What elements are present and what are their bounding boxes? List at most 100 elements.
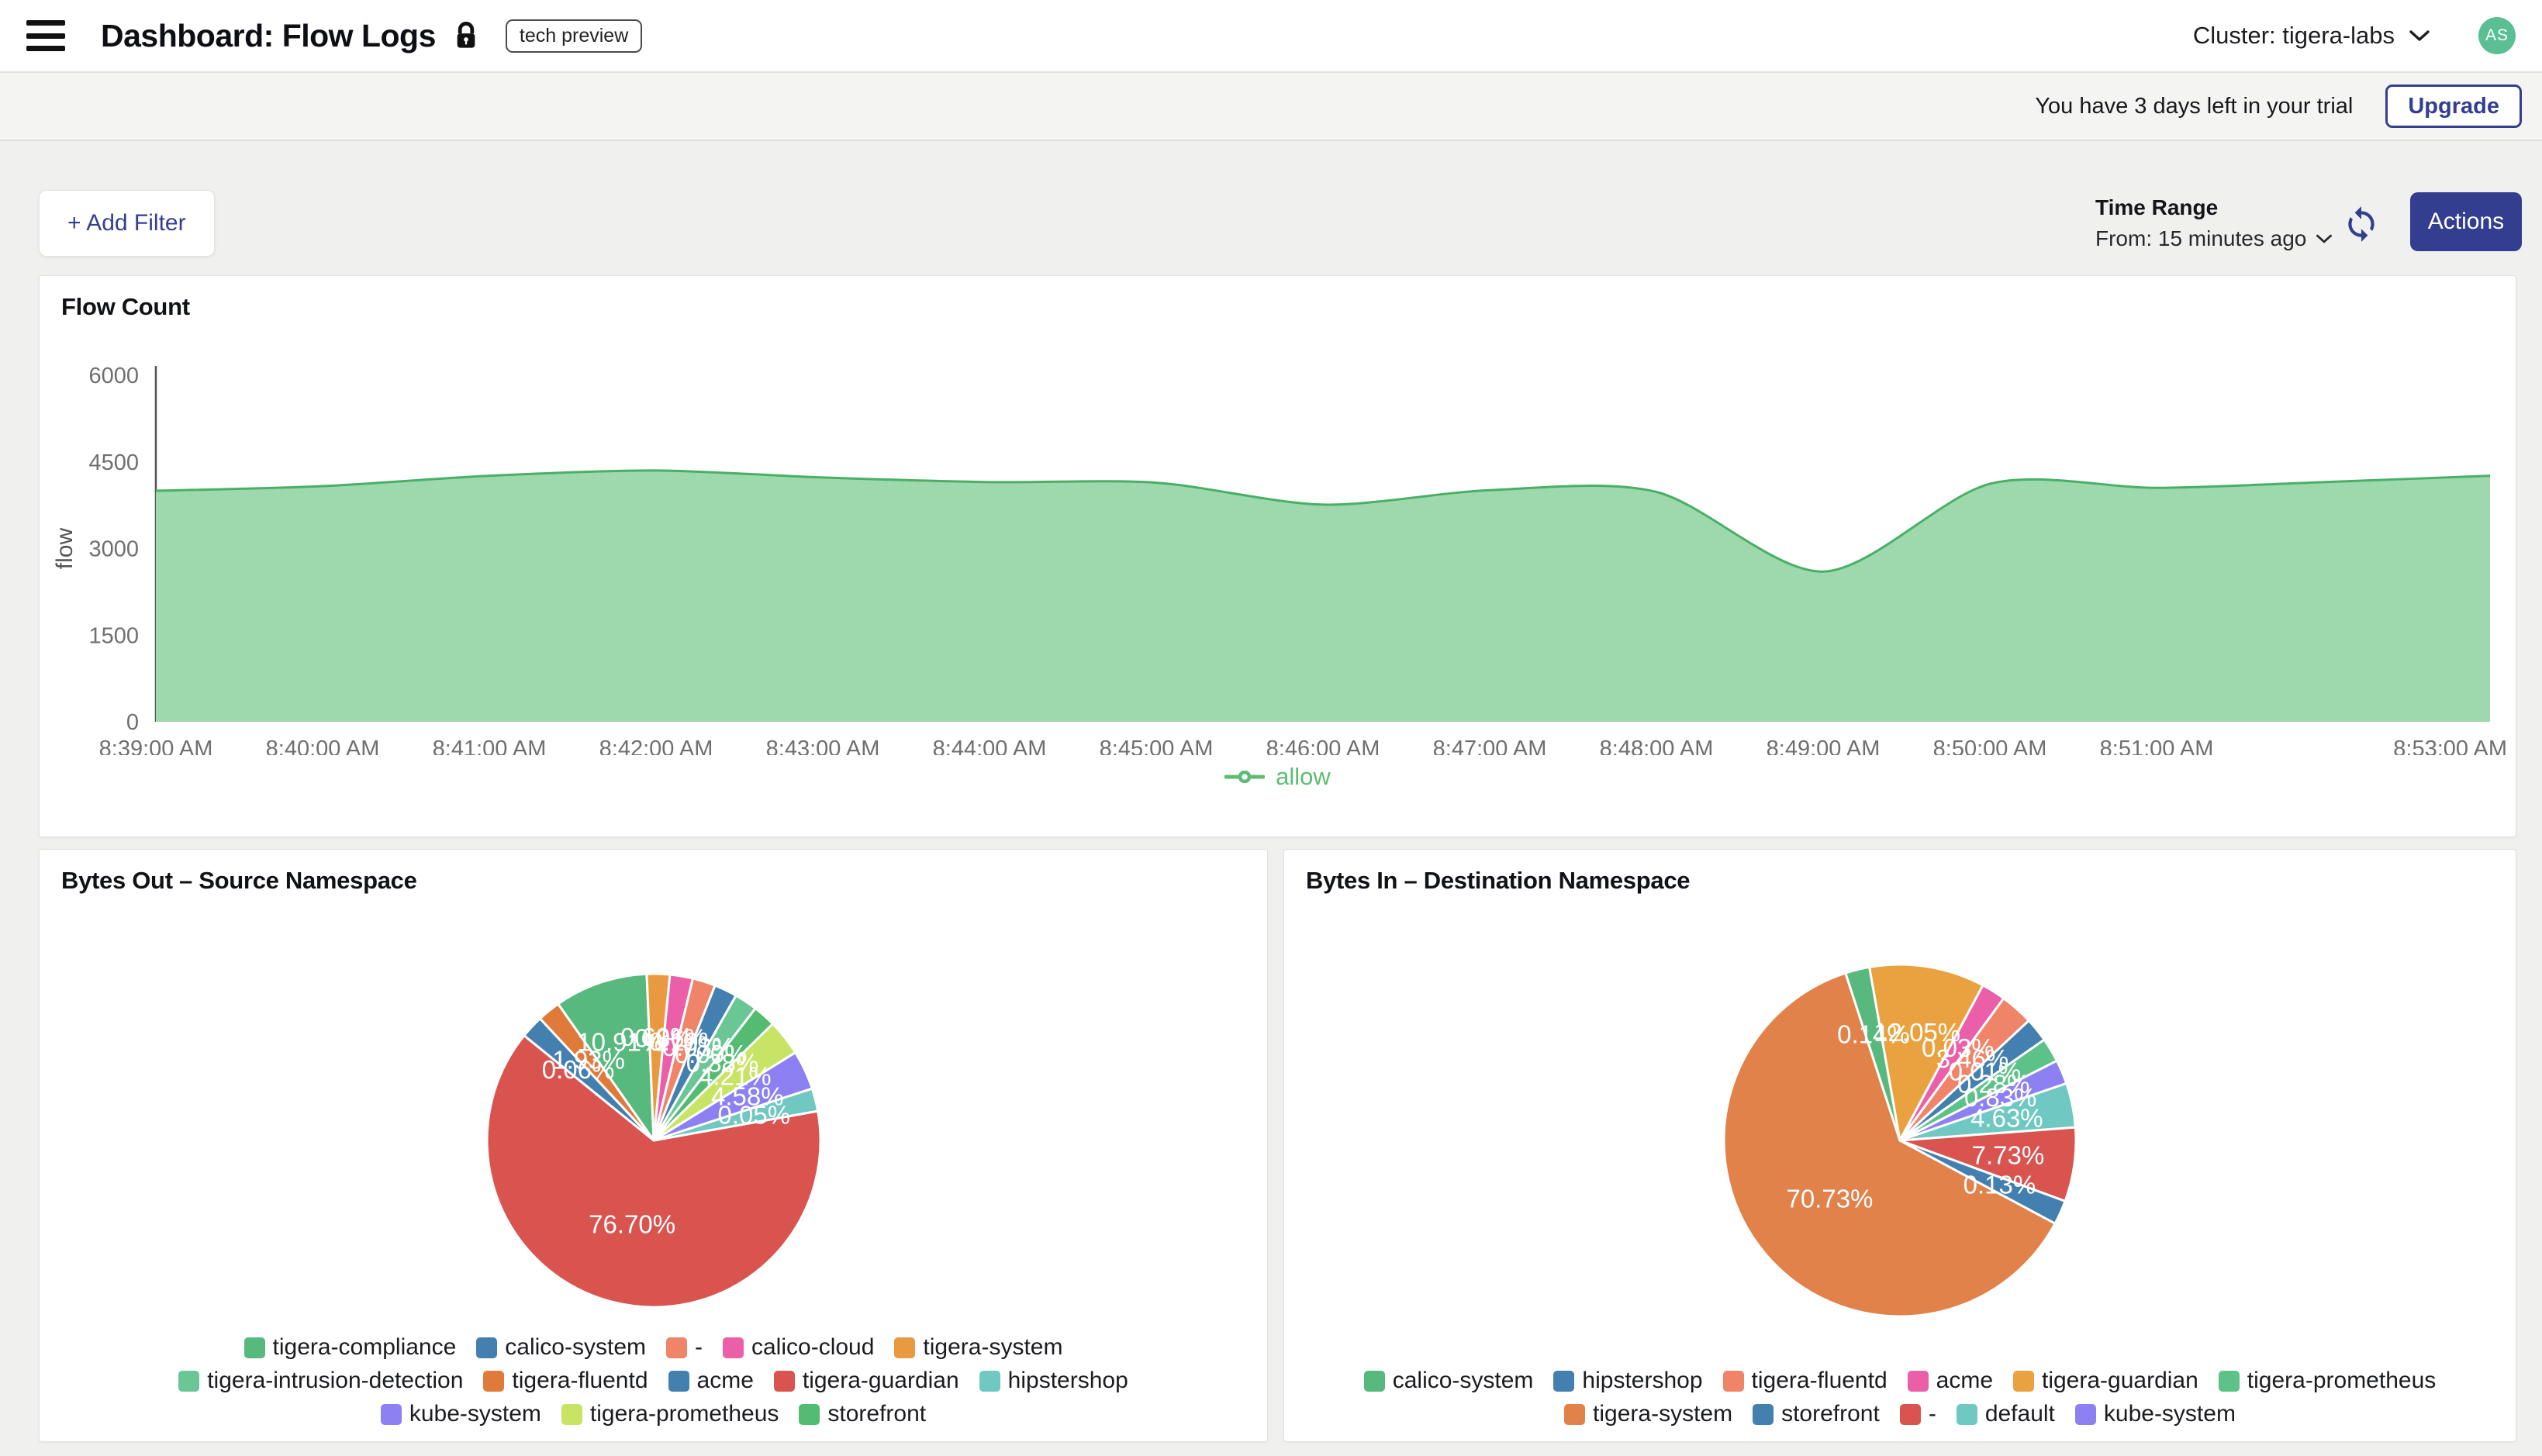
legend-item-storefront[interactable]: storefront [799, 1401, 926, 1427]
x-axis-tick: 8:47:00 AM [1433, 737, 1547, 755]
chevron-down-icon [2316, 234, 2333, 243]
main-content: + Add Filter Time Range From: 15 minutes… [0, 141, 2542, 1456]
legend-item--[interactable]: - [666, 1334, 703, 1361]
legend-item-calico-cloud[interactable]: calico-cloud [723, 1334, 874, 1361]
time-range-selector[interactable]: Time Range From: 15 minutes ago [2095, 195, 2333, 251]
legend-item-tigera-system[interactable]: tigera-system [1564, 1401, 1732, 1427]
pie-slice-label: 3.46% [1936, 1044, 2009, 1073]
x-axis-tick: 8:49:00 AM [1767, 737, 1881, 755]
y-axis-tick: 6000 [88, 364, 139, 388]
x-axis-tick: 8:42:00 AM [599, 737, 713, 755]
legend-label: tigera-fluentd [1751, 1368, 1888, 1393]
pie-slice-label: 10.91% [577, 1028, 664, 1057]
legend-swatch [380, 1403, 402, 1425]
bytes-in-panel: Bytes In – Destination Namespace 12.05% 0… [1283, 849, 2516, 1442]
legend-item-tigera-prometheus[interactable]: tigera-prometheus [561, 1401, 779, 1427]
legend-item-acme[interactable]: acme [668, 1368, 754, 1394]
pie-slice-label: 0.03% [1922, 1033, 1995, 1062]
tech-preview-badge: tech preview [505, 19, 643, 53]
legend-item-tigera-prometheus[interactable]: tigera-prometheus [2218, 1368, 2436, 1394]
cluster-selector[interactable]: Cluster: tigera-labs [2193, 22, 2430, 50]
allow-area-series[interactable] [156, 470, 2490, 722]
pie-slice-tigera-system[interactable] [1722, 971, 2057, 1318]
lock-icon [453, 20, 479, 51]
pie-slice-tigera-compliance[interactable] [556, 972, 654, 1142]
legend-swatch [773, 1370, 795, 1392]
legend-swatch [1753, 1403, 1774, 1425]
pie-slice-tigera-fluentd[interactable] [538, 1002, 654, 1142]
legend-item-kube-system[interactable]: kube-system [380, 1401, 541, 1427]
legend-label: - [1928, 1401, 1936, 1427]
pie-slice-label: 0.14% [1837, 1020, 1910, 1048]
legend-swatch [1907, 1370, 1929, 1392]
trial-message: You have 3 days left in your trial [2035, 93, 2354, 119]
upgrade-button[interactable]: Upgrade [2385, 85, 2522, 128]
legend-item-calico-system[interactable]: calico-system [1363, 1368, 1534, 1394]
y-axis-tick: 1500 [88, 623, 139, 648]
legend-item-tigera-fluentd[interactable]: tigera-fluentd [1722, 1368, 1888, 1394]
legend-label: tigera-guardian [802, 1368, 959, 1393]
legend-label: tigera-prometheus [589, 1401, 779, 1427]
legend-item-hipstershop[interactable]: hipstershop [979, 1368, 1128, 1394]
legend-item-calico-system[interactable]: calico-system [476, 1334, 646, 1361]
flow-count-area-chart[interactable]: 0 1500 3000 4500 6000 flow 8:39:00 AM 8:40:00 A… [40, 321, 2517, 755]
x-axis-tick: 8:50:00 AM [1933, 737, 2047, 755]
pie-slice-label: 70.73% [1786, 1185, 1873, 1213]
pie-slice-label: 0.00% [674, 1040, 747, 1068]
legend-item-tigera-fluentd[interactable]: tigera-fluentd [483, 1368, 648, 1394]
legend-label: hipstershop [1582, 1368, 1703, 1393]
pie-slice-label: 0.36% [634, 1024, 707, 1053]
add-filter-button[interactable]: + Add Filter [39, 190, 215, 257]
flow-chart-legend[interactable]: allow [40, 763, 2516, 791]
legend-swatch [1564, 1403, 1586, 1425]
legend-item--[interactable]: - [1899, 1401, 1936, 1427]
refresh-button[interactable] [2342, 205, 2381, 243]
actions-button[interactable]: Actions [2410, 192, 2522, 251]
legend-item-kube-system[interactable]: kube-system [2074, 1401, 2236, 1427]
x-axis-tick: 8:41:00 AM [433, 737, 547, 755]
legend-label: storefront [1781, 1401, 1880, 1427]
pie-slice-label: 12.05% [1874, 1018, 1960, 1047]
pie-slice-tigera-guardian[interactable] [485, 1034, 821, 1309]
y-axis-tick: 0 [126, 710, 139, 735]
legend-item-acme[interactable]: acme [1907, 1368, 1993, 1394]
pie-slice-label: 0.06% [541, 1055, 614, 1084]
pie-slice-label: 4.63% [1970, 1104, 2043, 1133]
pie-slice-tigera-guardian[interactable] [1868, 963, 1984, 1142]
pie-slice-label: 1.93% [552, 1045, 625, 1074]
legend-item-storefront[interactable]: storefront [1753, 1401, 1880, 1427]
legend-swatch [2074, 1403, 2096, 1425]
pie-slice-calico-system[interactable] [1844, 965, 1901, 1142]
x-axis-tick: 8:53:00 AM [2393, 737, 2507, 755]
flow-count-panel: Flow Count 0 1500 3000 4500 6000 flow 8:39:00 … [39, 275, 2516, 837]
legend-swatch [799, 1403, 820, 1425]
x-axis-tick: 8:51:00 AM [2100, 737, 2214, 755]
legend-label: tigera-compliance [272, 1334, 457, 1360]
flow-count-title: Flow Count [61, 293, 190, 320]
legend-label: tigera-system [1593, 1401, 1733, 1427]
user-avatar[interactable]: AS [2478, 17, 2516, 54]
legend-item-tigera-intrusion-detection[interactable]: tigera-intrusion-detection [178, 1368, 463, 1394]
time-range-value: From: 15 minutes ago [2095, 226, 2307, 250]
y-axis-tick: 3000 [88, 537, 139, 562]
legend-item-tigera-guardian[interactable]: tigera-guardian [773, 1368, 959, 1394]
allow-line-series [155, 469, 2491, 573]
legend-item-default[interactable]: default [1956, 1401, 2055, 1427]
legend-swatch [476, 1337, 498, 1358]
hamburger-menu-icon[interactable] [26, 20, 65, 51]
pie-slice-label: 0.13% [1963, 1171, 2036, 1199]
pie-slice-label: 4.58% [711, 1082, 784, 1111]
legend-swatch [894, 1337, 916, 1358]
legend-label: calico-system [505, 1334, 646, 1360]
bytes-in-pie-chart[interactable]: 12.05%0.03%3.46%0.01%0.28%0.83%4.63% 7.73… [1718, 958, 2082, 1323]
legend-item-tigera-guardian[interactable]: tigera-guardian [2013, 1368, 2198, 1394]
pie-slice-label: 0.83% [1964, 1083, 2037, 1112]
legend-item-tigera-compliance[interactable]: tigera-compliance [243, 1334, 457, 1361]
x-axis-tick: 8:39:00 AM [99, 737, 213, 755]
legend-item-tigera-system[interactable]: tigera-system [894, 1334, 1062, 1361]
legend-swatch [1956, 1403, 1977, 1425]
bytes-out-pie-chart[interactable]: 10.91%0.60%0.36%0.19%0.03%0.00%0.38%4.21… [471, 958, 836, 1323]
legend-item-hipstershop[interactable]: hipstershop [1553, 1368, 1703, 1394]
legend-label: calico-system [1392, 1368, 1534, 1393]
legend-label: default [1984, 1401, 2055, 1427]
